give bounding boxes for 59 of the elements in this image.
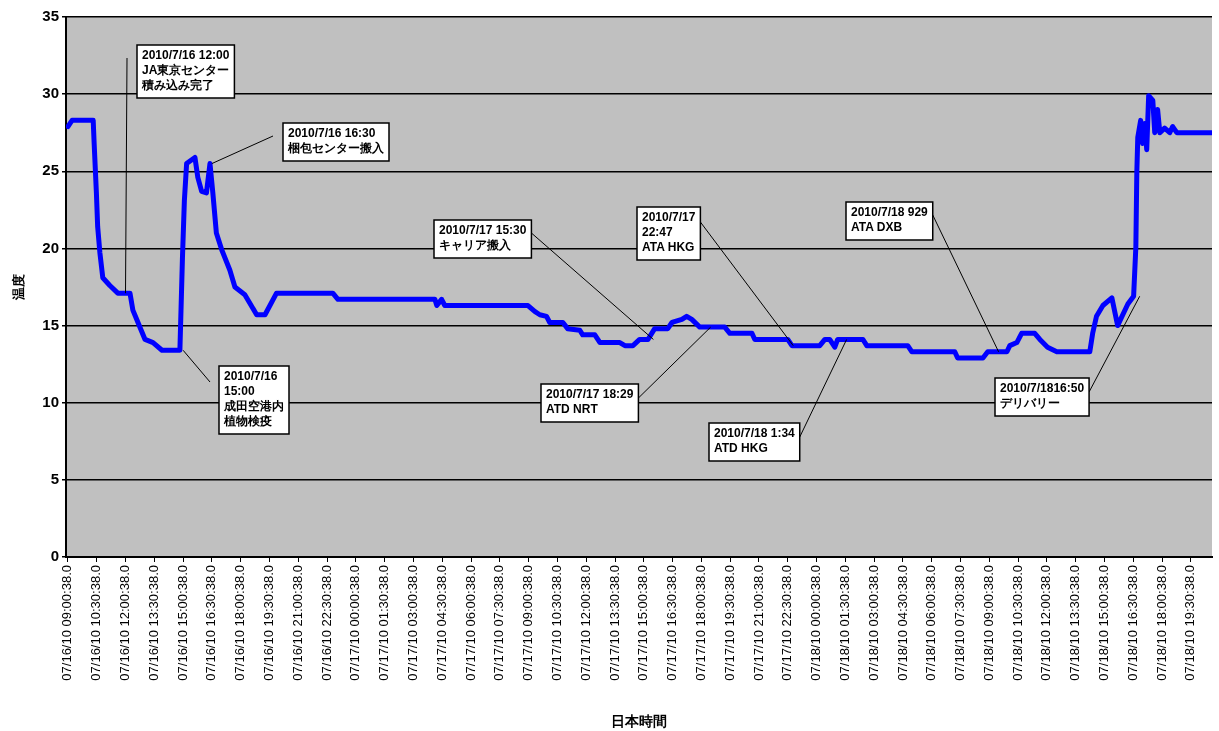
x-tick-label: 07/18/10 01:30:38.0 — [836, 565, 852, 681]
x-tick-label: 07/18/10 19:30:38.0 — [1182, 565, 1198, 681]
x-tick-label: 07/17/10 09:00:38.0 — [520, 565, 536, 681]
x-tick-label: 07/16/10 09:00:38.0 — [59, 565, 75, 681]
x-tick-label: 07/16/10 15:00:38.0 — [174, 565, 190, 681]
x-tick-label: 07/17/10 10:30:38.0 — [549, 565, 564, 681]
annotation: 2010/7/16 12:00 JA東京センター積み込み完了 — [141, 48, 230, 93]
y-tick-label: 35 — [42, 7, 59, 25]
annotation: 2010/7/18 1:34 ATD HKG — [714, 426, 796, 456]
y-axis-title: 温度 — [11, 274, 27, 301]
x-tick-label: 07/18/10 13:30:38.0 — [1067, 565, 1083, 681]
annotation: 2010/7/16 16:30 梱包センター搬入 — [287, 126, 385, 156]
x-axis-title: 日本時間 — [611, 713, 667, 730]
x-tick-label: 07/16/10 16:30:38.0 — [203, 565, 219, 681]
annotation: 2010/7/17 18:29 ATD NRT — [546, 387, 634, 417]
y-tick-label: 15 — [42, 315, 59, 333]
x-tick-label: 07/17/10 00:00:38.0 — [347, 565, 363, 681]
x-tick-label: 07/18/10 10:30:38.0 — [1009, 565, 1025, 681]
x-tick-label: 07/16/10 19:30:38.0 — [261, 565, 277, 681]
x-tick-label: 07/17/10 01:30:38.0 — [376, 565, 392, 681]
x-tick-label: 07/17/10 12:00:38.0 — [577, 565, 593, 681]
annotation: 2010/7/1816:50 デリバリー — [1000, 381, 1085, 411]
x-tick-label: 07/18/10 00:00:38.0 — [808, 565, 824, 681]
annotation: 2010/7/16 15:00 成田空港内植物検疫 — [223, 369, 284, 429]
annotation: 2010/7/18 929 ATA DXB — [851, 205, 929, 235]
x-tick-label: 07/16/10 13:30:38.0 — [145, 565, 161, 681]
x-tick-label: 07/18/10 06:00:38.0 — [923, 565, 939, 681]
y-tick-label: 10 — [42, 392, 59, 410]
x-tick-label: 07/17/10 18:00:38.0 — [692, 565, 708, 681]
y-tick-label: 0 — [50, 547, 59, 565]
annotation: 2010/7/17 22:47 ATA HKG — [642, 210, 696, 255]
x-tick-label: 07/17/10 04:30:38.0 — [433, 565, 449, 681]
y-tick-label: 25 — [42, 161, 59, 179]
x-tick-label: 07/17/10 22:30:38.0 — [779, 565, 795, 681]
x-tick-label: 07/16/10 21:00:38.0 — [289, 565, 305, 681]
x-tick-label: 07/17/10 21:00:38.0 — [750, 565, 766, 681]
x-tick-label: 07/18/10 07:30:38.0 — [952, 565, 968, 681]
x-tick-label: 07/17/10 15:00:38.0 — [635, 565, 651, 681]
x-tick-label: 07/18/10 12:00:38.0 — [1038, 565, 1054, 681]
x-tick-label: 07/17/10 03:00:38.0 — [405, 565, 421, 681]
x-tick-label: 07/17/10 19:30:38.0 — [721, 565, 737, 681]
x-tick-label: 07/18/10 09:00:38.0 — [980, 565, 996, 681]
x-tick-label: 07/17/10 13:30:38.0 — [606, 565, 622, 681]
x-tick-label: 07/17/10 07:30:38.0 — [491, 565, 507, 681]
y-tick-label: 20 — [42, 238, 59, 256]
x-tick-label: 07/17/10 06:00:38.0 — [462, 565, 478, 681]
x-tick-label: 07/18/10 18:00:38.0 — [1153, 565, 1169, 681]
x-tick-label: 07/16/10 18:00:38.0 — [232, 565, 248, 681]
annotation: 2010/7/17 15:30 キャリア搬入 — [439, 223, 527, 253]
x-tick-label: 07/16/10 22:30:38.0 — [318, 565, 334, 681]
x-tick-label: 07/18/10 03:00:38.0 — [865, 565, 881, 681]
x-tick-label: 07/17/10 16:30:38.0 — [664, 565, 680, 681]
x-tick-label: 07/16/10 10:30:38.0 — [88, 565, 104, 681]
y-tick-label: 30 — [42, 84, 59, 102]
x-tick-label: 07/16/10 12:00:38.0 — [117, 565, 133, 681]
x-tick-label: 07/18/10 04:30:38.0 — [894, 565, 910, 681]
y-tick-label: 5 — [50, 470, 59, 487]
x-tick-label: 07/18/10 15:00:38.0 — [1096, 565, 1112, 681]
x-tick-label: 07/18/10 16:30:38.0 — [1124, 565, 1140, 681]
